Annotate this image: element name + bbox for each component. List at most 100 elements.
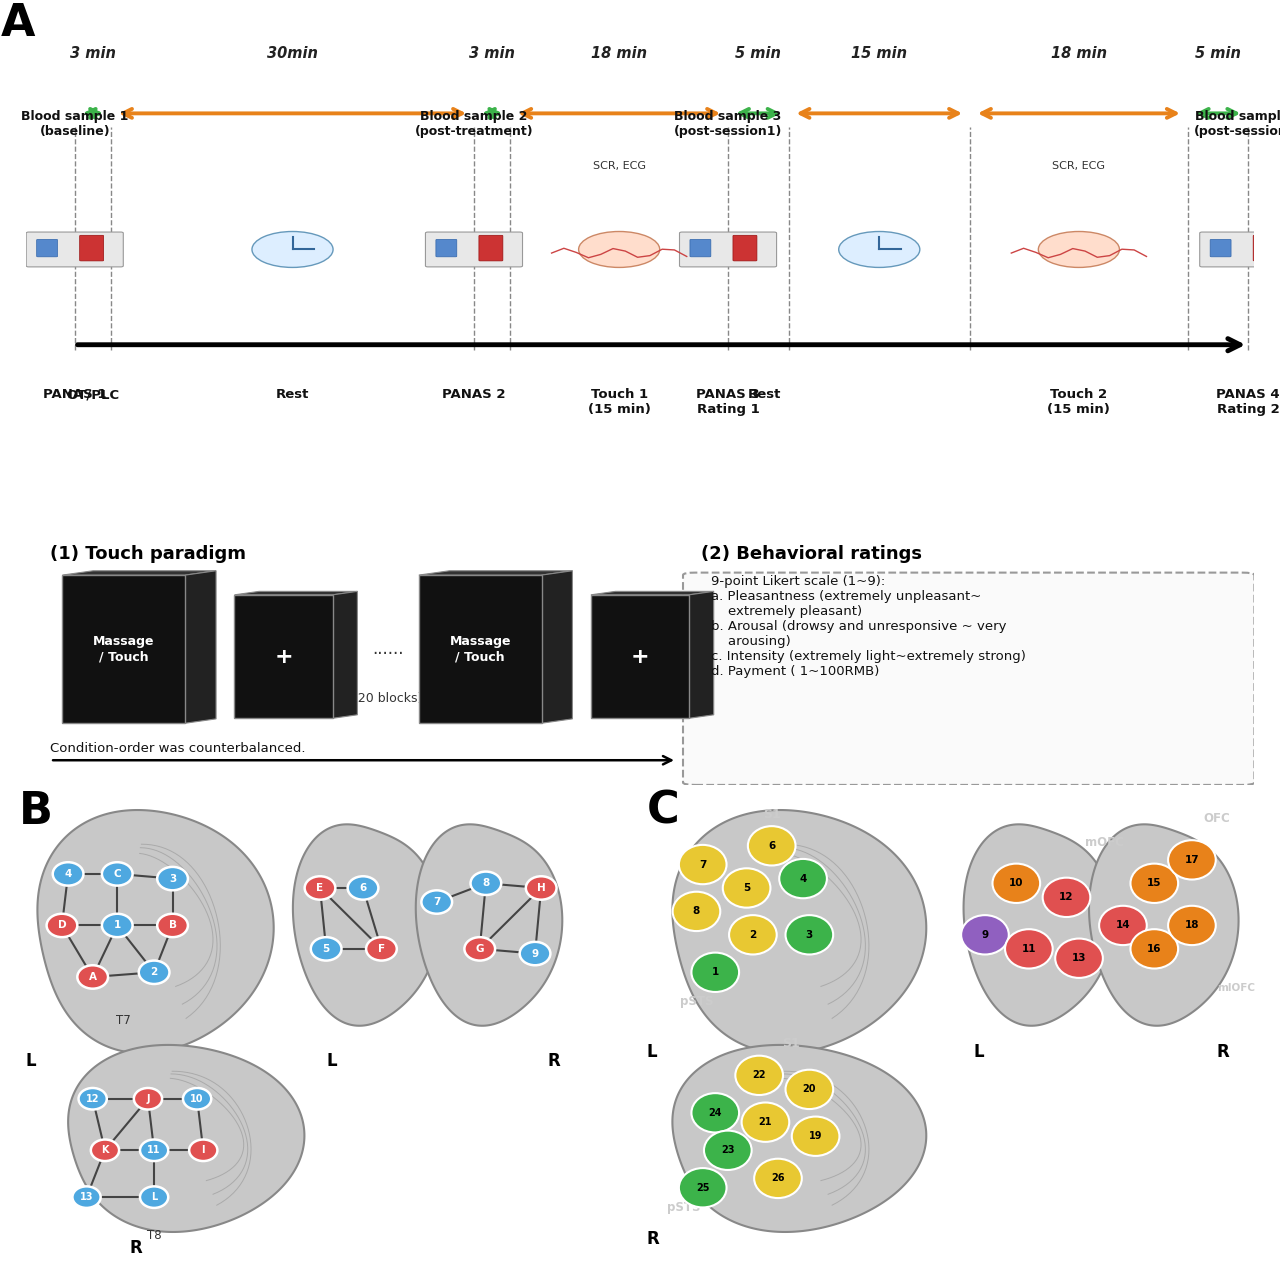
Text: Massage
/ Touch: Massage / Touch [93, 636, 155, 663]
Text: mlOFC: mlOFC [1217, 982, 1254, 993]
Circle shape [1038, 232, 1120, 267]
Ellipse shape [1055, 938, 1103, 977]
Circle shape [102, 862, 133, 886]
Text: 12: 12 [1060, 893, 1074, 903]
Polygon shape [234, 595, 333, 718]
Text: E: E [316, 882, 324, 893]
Text: Condition-order was counterbalanced.: Condition-order was counterbalanced. [50, 742, 306, 756]
Polygon shape [689, 591, 714, 718]
Text: 1: 1 [114, 920, 120, 931]
Circle shape [77, 965, 108, 989]
Polygon shape [672, 810, 927, 1053]
Text: 25: 25 [696, 1182, 709, 1193]
Ellipse shape [678, 844, 727, 884]
Text: D: D [58, 920, 67, 931]
Text: (20 blocks): (20 blocks) [353, 693, 422, 705]
Polygon shape [416, 824, 562, 1025]
Text: 5: 5 [323, 944, 330, 953]
Polygon shape [293, 824, 439, 1025]
FancyBboxPatch shape [425, 232, 522, 267]
Text: 3: 3 [805, 929, 813, 939]
Text: 5 min: 5 min [735, 46, 781, 61]
Text: +: + [631, 647, 649, 666]
Text: 3 min: 3 min [470, 46, 515, 61]
Polygon shape [591, 591, 714, 595]
Ellipse shape [780, 858, 827, 899]
Text: L: L [151, 1193, 157, 1203]
Text: Touch 1
(15 min): Touch 1 (15 min) [588, 389, 650, 417]
Ellipse shape [691, 952, 739, 993]
Text: 24: 24 [709, 1108, 722, 1118]
Ellipse shape [992, 863, 1041, 903]
Text: 22: 22 [753, 1070, 765, 1080]
Text: C: C [114, 868, 122, 879]
Text: 9: 9 [982, 929, 988, 939]
Text: 23: 23 [721, 1146, 735, 1156]
Polygon shape [37, 810, 274, 1053]
Ellipse shape [735, 1056, 783, 1095]
Polygon shape [964, 824, 1114, 1025]
Text: Rest: Rest [748, 389, 781, 401]
Text: 9: 9 [531, 948, 539, 958]
Text: 21: 21 [759, 1117, 772, 1127]
FancyBboxPatch shape [1253, 235, 1277, 261]
Text: pSTS: pSTS [680, 995, 713, 1008]
Text: Touch 2
(15 min): Touch 2 (15 min) [1047, 389, 1110, 417]
Text: 7: 7 [699, 860, 707, 870]
FancyBboxPatch shape [436, 239, 457, 257]
Circle shape [52, 862, 83, 886]
Text: 8: 8 [692, 906, 700, 917]
Text: pSTS: pSTS [667, 1201, 700, 1214]
Text: 12: 12 [86, 1094, 100, 1104]
Circle shape [526, 876, 557, 900]
Polygon shape [419, 571, 572, 575]
Text: 3: 3 [169, 874, 177, 884]
Polygon shape [541, 571, 572, 723]
Polygon shape [63, 575, 186, 723]
Circle shape [579, 232, 659, 267]
Ellipse shape [961, 915, 1009, 955]
Text: R: R [1217, 1043, 1230, 1061]
Circle shape [140, 1186, 168, 1208]
Circle shape [311, 937, 342, 961]
Ellipse shape [1100, 905, 1147, 946]
Ellipse shape [730, 915, 777, 955]
Circle shape [838, 232, 920, 267]
Text: L: L [646, 1043, 657, 1061]
Text: F: F [378, 944, 385, 953]
Text: (2) Behavioral ratings: (2) Behavioral ratings [701, 546, 923, 563]
Circle shape [140, 1139, 168, 1161]
Text: +: + [274, 647, 293, 666]
Circle shape [78, 1087, 106, 1109]
Text: SCR, ECG: SCR, ECG [593, 161, 645, 171]
Text: H: H [536, 882, 545, 893]
Text: L: L [973, 1043, 984, 1061]
Text: T7: T7 [116, 1014, 131, 1027]
Text: SCR, ECG: SCR, ECG [1052, 161, 1106, 171]
Circle shape [134, 1087, 163, 1109]
Circle shape [157, 914, 188, 937]
Text: K: K [101, 1146, 109, 1156]
Text: 1: 1 [712, 967, 719, 977]
Circle shape [138, 961, 169, 984]
Polygon shape [68, 1044, 305, 1232]
Text: 6: 6 [360, 882, 366, 893]
Text: T8: T8 [147, 1229, 161, 1242]
Ellipse shape [704, 1131, 751, 1170]
Ellipse shape [1130, 863, 1178, 903]
Text: 6: 6 [768, 841, 776, 851]
Text: 4: 4 [64, 868, 72, 879]
Text: 5: 5 [742, 882, 750, 893]
Text: 13: 13 [79, 1193, 93, 1203]
Circle shape [46, 914, 77, 937]
Text: B: B [169, 920, 177, 931]
Text: R: R [129, 1239, 142, 1257]
Text: 2: 2 [749, 929, 756, 939]
Ellipse shape [723, 868, 771, 908]
Ellipse shape [748, 827, 796, 866]
FancyBboxPatch shape [479, 235, 503, 261]
Circle shape [157, 867, 188, 890]
Text: B: B [19, 790, 52, 833]
FancyBboxPatch shape [680, 232, 777, 267]
Polygon shape [1089, 824, 1239, 1025]
